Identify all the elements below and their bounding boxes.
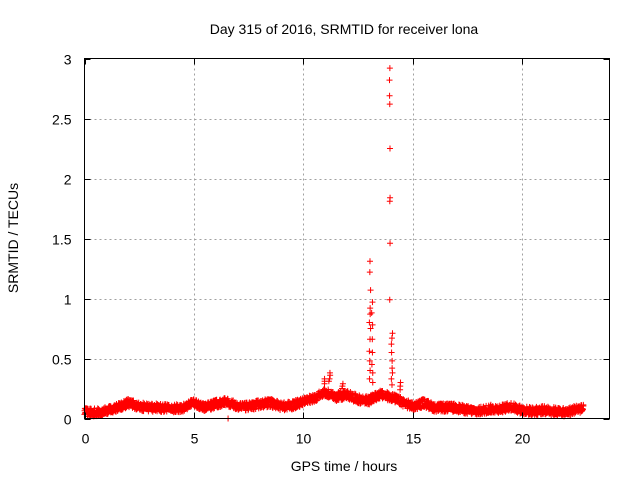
data-point (386, 77, 393, 84)
data-point (366, 269, 373, 276)
data-point (389, 357, 396, 364)
data-point (388, 375, 395, 382)
grid (84, 58, 610, 419)
data-point (367, 311, 374, 318)
data-point (369, 349, 376, 356)
data-point (367, 305, 374, 312)
data-point (252, 405, 259, 412)
data-point (388, 349, 395, 356)
data-point (367, 325, 374, 332)
x-tick-label: 5 (191, 431, 199, 447)
data-point (366, 319, 373, 326)
x-axis-label: GPS time / hours (291, 458, 398, 474)
data-point (580, 401, 587, 408)
data-point (386, 296, 393, 303)
y-tick-label: 2 (64, 172, 72, 188)
data-point (366, 357, 373, 364)
data-point (386, 92, 393, 99)
data-point (368, 309, 375, 316)
data-point (369, 299, 376, 306)
y-tick-label: 1.5 (52, 232, 72, 248)
data-point (369, 321, 376, 328)
data-point (397, 386, 404, 393)
data-point (369, 379, 376, 386)
y-tick-label: 2.5 (52, 112, 72, 128)
x-tick-label: 15 (406, 431, 422, 447)
data-point (389, 330, 396, 337)
data-point (367, 287, 374, 294)
y-tick-label: 3 (64, 52, 72, 68)
axis-ticks: 0 5 10 15 20 0 0.5 1 1.5 2 2.5 3 (52, 52, 610, 447)
data-point (386, 145, 393, 152)
data-point (369, 336, 376, 343)
chart-title: Day 315 of 2016, SRMTID for receiver lon… (210, 21, 479, 37)
data-point (386, 101, 393, 108)
data-point (368, 361, 375, 368)
data-point (388, 335, 395, 342)
x-tick-label: 10 (296, 431, 312, 447)
data-point (386, 198, 393, 205)
data-point (366, 258, 373, 265)
data-point (388, 341, 395, 348)
data-point (327, 372, 334, 379)
y-tick-label: 0 (64, 412, 72, 428)
data-point (339, 385, 346, 392)
y-tick-label: 0.5 (52, 352, 72, 368)
x-tick-label: 20 (515, 431, 531, 447)
plot-frame (84, 58, 610, 419)
data-point (571, 410, 578, 417)
y-tick-label: 1 (64, 292, 72, 308)
data-point (321, 380, 328, 387)
x-tick-label: 0 (82, 431, 90, 447)
data-point (389, 369, 396, 376)
data-point (366, 375, 373, 382)
data-points (81, 65, 587, 422)
data-point (387, 240, 394, 247)
data-point (388, 381, 395, 388)
data-point (366, 348, 373, 355)
y-axis-label: SRMTID / TECUs (5, 183, 21, 293)
data-point (396, 393, 403, 400)
data-point (386, 65, 393, 72)
data-point (369, 369, 376, 376)
